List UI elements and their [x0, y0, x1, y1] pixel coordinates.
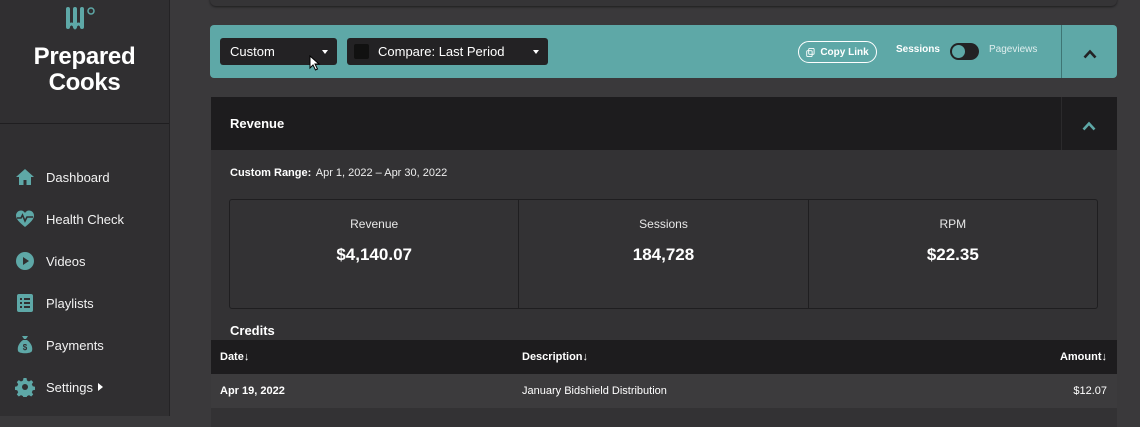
- divider: [1061, 25, 1062, 78]
- sidebar-item-label: Health Check: [46, 211, 125, 227]
- stat-label: Revenue: [350, 217, 399, 231]
- gear-icon: [15, 377, 35, 397]
- caret-right-icon: [97, 383, 103, 391]
- stat-revenue: Revenue $4,140.07: [230, 200, 520, 308]
- date-range-text: Custom Range: Apr 1, 2022 – Apr 30, 2022: [230, 167, 447, 179]
- stat-value: 184,728: [632, 245, 695, 264]
- toggle-pageviews-label: Pageviews: [989, 44, 1038, 55]
- mouse-cursor-icon: [309, 55, 321, 71]
- sidebar-item-label: Settings: [46, 379, 93, 395]
- heartbeat-icon: [15, 209, 35, 229]
- column-header-description[interactable]: Description↓: [522, 351, 589, 363]
- stats-summary: Revenue $4,140.07 Sessions 184,728 RPM $…: [229, 199, 1098, 309]
- chevron-up-icon: [1083, 49, 1097, 59]
- copy-link-button[interactable]: Copy Link: [798, 41, 877, 63]
- metric-toggle[interactable]: [950, 43, 979, 60]
- stat-rpm: RPM $22.35: [809, 200, 1097, 308]
- sidebar-nav: Dashboard Health Check Videos Playlists …: [0, 156, 169, 408]
- home-icon: [15, 167, 35, 187]
- range-label: Custom Range:: [230, 167, 312, 179]
- collapse-revenue-button[interactable]: [1082, 118, 1096, 131]
- column-header-date[interactable]: Date↓: [220, 351, 250, 363]
- money-bag-icon: $: [15, 335, 35, 355]
- row-date: Apr 19, 2022: [220, 385, 285, 397]
- toggle-sessions-label: Sessions: [896, 44, 940, 55]
- compare-select[interactable]: Compare: Last Period: [347, 38, 548, 65]
- row-amount: $12.07: [1073, 385, 1107, 397]
- stat-sessions: Sessions 184,728: [519, 200, 809, 308]
- stat-value: $4,140.07: [336, 245, 412, 264]
- sidebar-item-label: Payments: [46, 337, 104, 353]
- compare-value: Compare: Last Period: [378, 44, 505, 59]
- sidebar-item-label: Dashboard: [46, 169, 110, 185]
- stat-label: RPM: [939, 217, 967, 231]
- sidebar-item-health-check[interactable]: Health Check: [0, 198, 169, 240]
- toggle-knob: [952, 45, 965, 58]
- svg-text:$: $: [23, 343, 28, 352]
- play-icon: [15, 251, 35, 271]
- sidebar-item-videos[interactable]: Videos: [0, 240, 169, 282]
- copy-link-label: Copy Link: [820, 46, 869, 58]
- revenue-panel: Revenue Custom Range: Apr 1, 2022 – Apr …: [211, 97, 1117, 427]
- revenue-panel-header: Revenue: [211, 97, 1117, 150]
- table-row: Apr 19, 2022 January Bidshield Distribut…: [211, 374, 1117, 408]
- sidebar-item-label: Videos: [46, 253, 86, 269]
- column-header-amount[interactable]: Amount↓: [1059, 351, 1107, 363]
- dropdown-arrow-icon: [533, 50, 539, 54]
- filter-bar: Custom Compare: Last Period Copy Link Se…: [210, 25, 1117, 78]
- sidebar-item-dashboard[interactable]: Dashboard: [0, 156, 169, 198]
- credits-heading: Credits: [230, 323, 275, 338]
- range-value: Apr 1, 2022 – Apr 30, 2022: [315, 167, 448, 179]
- sidebar-item-label: Playlists: [46, 295, 94, 311]
- brand-logo-icon: [65, 7, 95, 30]
- row-description: January Bidshield Distribution: [522, 385, 667, 397]
- copy-icon: [806, 47, 815, 57]
- dropdown-arrow-icon: [322, 50, 328, 54]
- collapse-filters-button[interactable]: [1083, 46, 1097, 59]
- compare-checkbox[interactable]: [354, 44, 369, 59]
- date-range-value: Custom: [230, 44, 275, 59]
- sidebar-item-payments[interactable]: $ Payments: [0, 324, 169, 366]
- brand: Prepared Cooks: [0, 0, 169, 124]
- credits-table-header: Date↓ Description↓ Amount↓: [211, 340, 1117, 374]
- top-card: [210, 0, 1117, 6]
- stat-value: $22.35: [926, 245, 979, 264]
- brand-name: Prepared Cooks: [33, 43, 136, 96]
- panel-title: Revenue: [230, 116, 285, 131]
- divider: [1061, 97, 1062, 150]
- list-icon: [15, 293, 35, 313]
- sidebar-item-playlists[interactable]: Playlists: [0, 282, 169, 324]
- stat-label: Sessions: [639, 217, 688, 231]
- chevron-up-icon: [1082, 121, 1096, 131]
- sidebar-item-settings[interactable]: Settings: [0, 366, 169, 408]
- date-range-select[interactable]: Custom: [220, 38, 337, 65]
- sidebar: Prepared Cooks Dashboard Health Check Vid…: [0, 0, 170, 416]
